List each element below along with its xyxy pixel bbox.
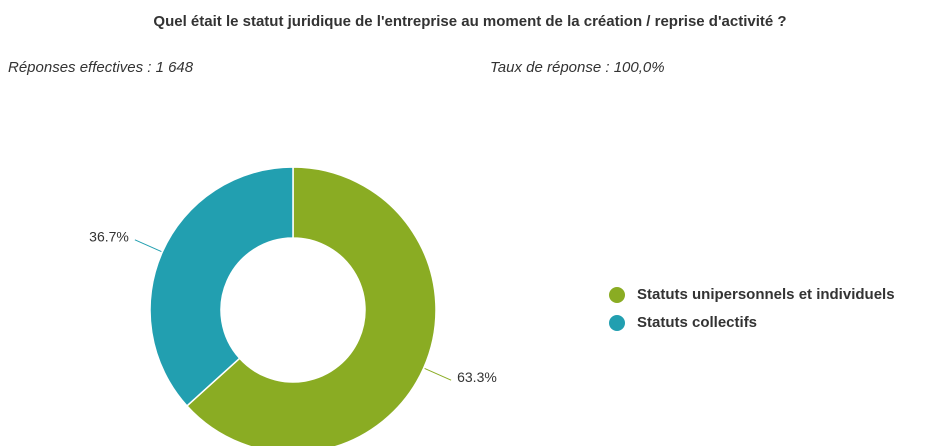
subtitle: Réponses effectives : 1 648 (8, 59, 194, 76)
legend-swatch (609, 315, 625, 331)
legend-label: Statuts unipersonnels et individuels (637, 286, 895, 303)
subtitle: Taux de réponse : 100,0% (490, 59, 665, 76)
donut-slice (149, 166, 294, 407)
donut-slice (185, 166, 437, 446)
data-label: 63.3% (457, 369, 497, 385)
chart-title: Quel était le statut juridique de l'entr… (153, 13, 786, 30)
leader-line (424, 367, 452, 381)
data-label: 36.7% (89, 229, 129, 245)
leader-line (134, 239, 162, 253)
legend-swatch (609, 287, 625, 303)
legend-label: Statuts collectifs (637, 314, 757, 331)
